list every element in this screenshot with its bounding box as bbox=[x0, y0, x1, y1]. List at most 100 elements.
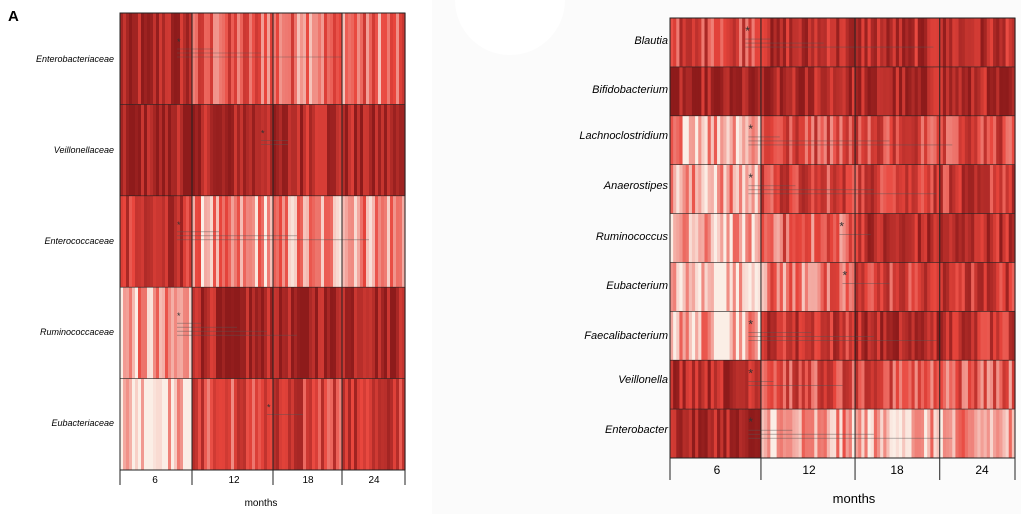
heatmap-cell bbox=[135, 287, 139, 379]
heatmap-cell bbox=[967, 213, 972, 263]
heatmap-cell bbox=[936, 409, 941, 458]
heatmap-row: * bbox=[120, 287, 406, 379]
heatmap-cell bbox=[748, 311, 753, 361]
heatmap-cell bbox=[390, 287, 394, 379]
heatmap-cell bbox=[732, 115, 737, 165]
heatmap-cell bbox=[372, 287, 376, 379]
heatmap-cell bbox=[974, 213, 978, 263]
heatmap-cell bbox=[673, 262, 677, 312]
heatmap-cell bbox=[776, 66, 781, 116]
heatmap-cell bbox=[309, 104, 313, 196]
heatmap-cell bbox=[210, 195, 214, 288]
heatmap-cell bbox=[996, 409, 1000, 458]
heatmap-cell bbox=[306, 287, 310, 379]
heatmap-cell bbox=[723, 213, 728, 263]
heatmap-cell bbox=[120, 13, 124, 105]
heatmap-cell bbox=[949, 66, 953, 116]
heatmap-cell bbox=[713, 213, 718, 263]
heatmap-cell bbox=[297, 104, 301, 196]
heatmap-cell bbox=[180, 13, 184, 105]
heatmap-cell bbox=[745, 213, 750, 263]
heatmap-cell bbox=[817, 262, 822, 312]
heatmap-cell bbox=[811, 18, 815, 67]
heatmap-cell bbox=[195, 287, 199, 379]
heatmap-cell bbox=[880, 164, 884, 214]
heatmap-cell bbox=[986, 262, 991, 312]
heatmap-cell bbox=[180, 195, 184, 288]
heatmap-row: * bbox=[120, 13, 406, 105]
heatmap-cell bbox=[742, 115, 746, 165]
heatmap-cell bbox=[186, 378, 190, 470]
heatmap-cell bbox=[848, 262, 853, 312]
heatmap-cell bbox=[924, 262, 928, 312]
heatmap-cell bbox=[823, 360, 828, 410]
heatmap-cell bbox=[297, 378, 301, 470]
heatmap-cell bbox=[902, 115, 906, 165]
heatmap-cell bbox=[751, 311, 756, 361]
heatmap-cell bbox=[861, 262, 866, 312]
heatmap-cell bbox=[999, 360, 1004, 410]
heatmap-cell bbox=[892, 213, 897, 263]
heatmap-cell bbox=[820, 18, 825, 67]
heatmap-cell bbox=[861, 115, 866, 165]
heatmap-cell bbox=[688, 164, 693, 214]
heatmap-cell bbox=[873, 409, 878, 458]
heatmap-cell bbox=[886, 66, 891, 116]
heatmap-cell bbox=[688, 213, 693, 263]
heatmap-cell bbox=[210, 13, 214, 105]
heatmap-cell bbox=[964, 18, 969, 67]
heatmap-cell bbox=[698, 66, 702, 116]
heatmap-cell bbox=[162, 287, 166, 379]
heatmap-cell bbox=[279, 195, 283, 288]
significance-marker: * bbox=[843, 269, 848, 283]
x-tick-a: 24 bbox=[368, 475, 380, 486]
heatmap-cell bbox=[720, 311, 724, 361]
heatmap-cell bbox=[264, 104, 268, 196]
heatmap-cell bbox=[977, 18, 982, 67]
heatmap-cell bbox=[691, 311, 696, 361]
heatmap-cell bbox=[817, 164, 822, 214]
heatmap-cell bbox=[162, 104, 166, 196]
heatmap-cell bbox=[682, 409, 687, 458]
heatmap-cell bbox=[378, 287, 382, 379]
heatmap-cell bbox=[252, 13, 256, 105]
heatmap-cell bbox=[924, 409, 928, 458]
heatmap-cell bbox=[980, 115, 985, 165]
heatmap-cell bbox=[273, 13, 277, 105]
heatmap-cell bbox=[691, 213, 696, 263]
heatmap-cell bbox=[729, 262, 734, 312]
heatmap-cell bbox=[908, 360, 913, 410]
heatmap-cell bbox=[996, 115, 1000, 165]
significance-marker: * bbox=[177, 311, 181, 321]
heatmap-cell bbox=[393, 195, 397, 288]
heatmap-cell bbox=[930, 213, 935, 263]
heatmap-cell bbox=[183, 195, 187, 288]
heatmap-cell bbox=[902, 262, 906, 312]
heatmap-cell bbox=[839, 115, 844, 165]
heatmap-cell bbox=[396, 378, 400, 470]
heatmap-cell bbox=[726, 213, 731, 263]
heatmap-cell bbox=[252, 287, 256, 379]
heatmap-cell bbox=[851, 164, 856, 214]
heatmap-cell bbox=[147, 195, 151, 288]
heatmap-cell bbox=[698, 18, 702, 67]
heatmap-cell bbox=[739, 18, 743, 67]
heatmap-cell bbox=[826, 213, 831, 263]
heatmap-cell bbox=[764, 18, 768, 67]
heatmap-cell bbox=[1011, 164, 1016, 214]
heatmap-cell bbox=[1002, 360, 1007, 410]
heatmap-cell bbox=[908, 262, 913, 312]
heatmap-cell bbox=[946, 213, 950, 263]
heatmap-cell bbox=[971, 18, 975, 67]
heatmap-cell bbox=[717, 262, 721, 312]
heatmap-cell bbox=[252, 104, 256, 196]
heatmap-cell bbox=[958, 164, 963, 214]
heatmap-cell bbox=[817, 18, 822, 67]
significance-marker: * bbox=[748, 317, 753, 331]
heatmap-cell bbox=[723, 409, 728, 458]
heatmap-cell bbox=[249, 378, 253, 470]
heatmap-cell bbox=[999, 66, 1004, 116]
heatmap-cell bbox=[688, 115, 693, 165]
heatmap-cell bbox=[930, 115, 935, 165]
heatmap-cell bbox=[924, 115, 928, 165]
